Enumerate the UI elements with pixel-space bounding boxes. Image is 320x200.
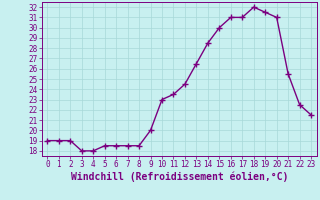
X-axis label: Windchill (Refroidissement éolien,°C): Windchill (Refroidissement éolien,°C): [70, 172, 288, 182]
